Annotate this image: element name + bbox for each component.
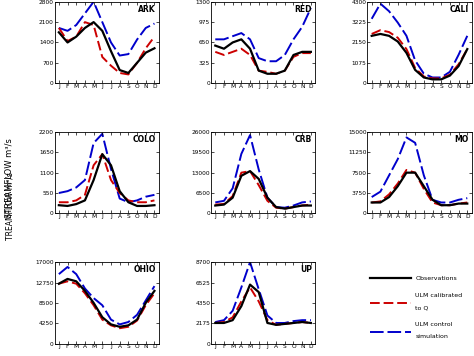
Text: TREAMFLOW m³/s: TREAMFLOW m³/s bbox=[6, 173, 15, 240]
Text: Observations: Observations bbox=[415, 276, 457, 281]
Text: ULM calibrated: ULM calibrated bbox=[415, 293, 463, 298]
Text: CRB: CRB bbox=[295, 135, 312, 144]
Text: COLO: COLO bbox=[132, 135, 155, 144]
Text: to Q: to Q bbox=[415, 305, 428, 310]
Text: CALI: CALI bbox=[449, 5, 468, 14]
Text: RED: RED bbox=[294, 5, 312, 14]
Text: UP: UP bbox=[300, 266, 312, 274]
Text: ULM control: ULM control bbox=[415, 321, 453, 326]
Text: STREAMFLOW m³/s: STREAMFLOW m³/s bbox=[4, 138, 13, 218]
Text: MO: MO bbox=[454, 135, 468, 144]
Text: ARK: ARK bbox=[138, 5, 155, 14]
Text: OHIO: OHIO bbox=[133, 266, 155, 274]
Text: simulation: simulation bbox=[415, 334, 448, 339]
